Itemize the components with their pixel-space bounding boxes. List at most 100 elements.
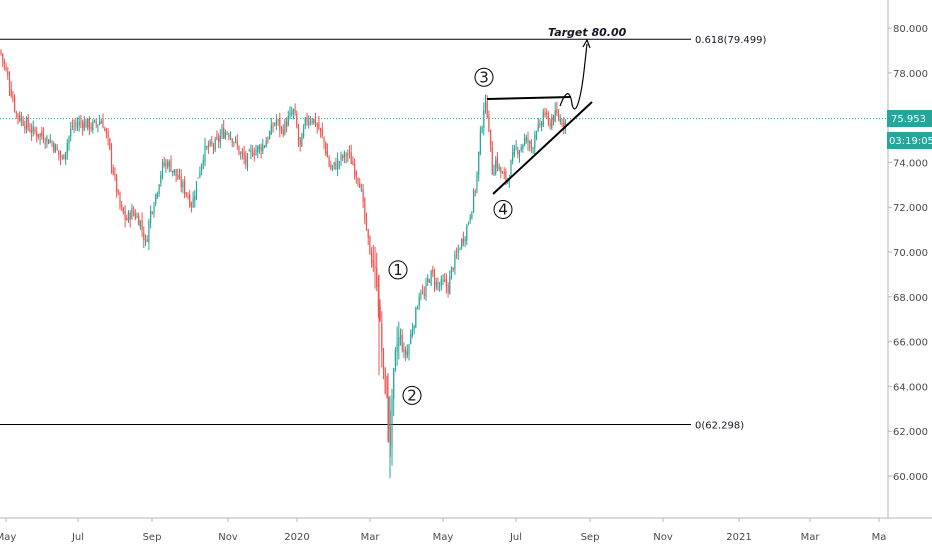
candle-up bbox=[157, 191, 158, 199]
fib-level-label: 0(62.298) bbox=[695, 421, 744, 432]
candle-down bbox=[167, 159, 168, 169]
candle-down bbox=[351, 145, 352, 164]
candle-down bbox=[82, 120, 83, 136]
candle-up bbox=[136, 212, 137, 218]
x-tick-label: Sep bbox=[143, 532, 162, 543]
wave-label-3: 3 bbox=[475, 68, 493, 86]
x-tick-label: 2021 bbox=[726, 532, 751, 543]
last-price-tag: 75.953 03:19:05 bbox=[887, 110, 932, 149]
candle-up bbox=[70, 122, 71, 142]
candle-down bbox=[359, 178, 360, 188]
candle-down bbox=[463, 232, 464, 247]
candle-down bbox=[12, 91, 13, 103]
candle-down bbox=[504, 167, 505, 179]
candle-down bbox=[4, 58, 5, 70]
candle-up bbox=[461, 238, 462, 250]
candle-down bbox=[354, 158, 355, 179]
y-tick-label: 68.000 bbox=[893, 293, 928, 304]
candle-down bbox=[102, 114, 103, 129]
candle-down bbox=[363, 184, 364, 208]
candle-up bbox=[512, 145, 513, 164]
candle-down bbox=[405, 346, 406, 361]
candle-up bbox=[97, 124, 98, 132]
y-tick-label: 62.000 bbox=[893, 427, 928, 438]
candle-up bbox=[257, 145, 258, 158]
candle-up bbox=[194, 190, 195, 207]
candle-up bbox=[153, 202, 154, 218]
candle-down bbox=[38, 134, 39, 140]
candle-up bbox=[94, 119, 95, 122]
candle-up bbox=[169, 159, 170, 172]
candle-down bbox=[373, 245, 374, 272]
x-tick-label: Jul bbox=[509, 532, 522, 543]
candle-up bbox=[533, 147, 534, 154]
candle-up bbox=[84, 116, 85, 131]
candle-down bbox=[244, 146, 245, 164]
candle-down bbox=[34, 126, 35, 134]
candle-down bbox=[142, 212, 143, 237]
candle-down bbox=[376, 253, 377, 292]
candle-down bbox=[517, 147, 518, 159]
wave-label-1: 1 bbox=[389, 261, 407, 279]
candle-up bbox=[51, 140, 52, 147]
candle-up bbox=[417, 305, 418, 309]
candle-up bbox=[301, 133, 302, 147]
candle-up bbox=[159, 184, 160, 197]
candle-up bbox=[68, 135, 69, 150]
candle-up bbox=[420, 289, 421, 300]
candle-up bbox=[221, 124, 222, 139]
candle-down bbox=[402, 329, 403, 353]
y-tick-label: 70.000 bbox=[893, 248, 928, 259]
candle-up bbox=[155, 194, 156, 207]
candle-up bbox=[499, 163, 500, 171]
candle-down bbox=[111, 143, 112, 174]
candle-up bbox=[334, 162, 335, 170]
candle-up bbox=[407, 344, 408, 358]
candle-down bbox=[24, 121, 25, 134]
candle-down bbox=[561, 119, 562, 127]
y-tick-label: 72.000 bbox=[893, 203, 928, 214]
candle-up bbox=[442, 274, 443, 285]
candle-up bbox=[471, 211, 472, 219]
candle-down bbox=[429, 279, 430, 283]
candle-up bbox=[225, 129, 226, 139]
candle-up bbox=[266, 137, 267, 147]
candle-down bbox=[125, 205, 126, 227]
y-tick-label: 80.000 bbox=[893, 24, 928, 35]
last-price-value: 75.953 bbox=[891, 114, 926, 125]
candle-down bbox=[320, 128, 321, 138]
candle-up bbox=[165, 159, 166, 173]
candle-down bbox=[385, 367, 386, 395]
candle-down bbox=[381, 311, 382, 367]
candle-up bbox=[340, 151, 341, 166]
candle-down bbox=[116, 174, 117, 198]
candle-up bbox=[536, 131, 537, 141]
wave-label-4: 4 bbox=[494, 200, 512, 218]
candle-up bbox=[92, 119, 93, 133]
candle-up bbox=[249, 148, 250, 151]
candle-up bbox=[400, 328, 401, 345]
candle-down bbox=[184, 176, 185, 198]
candle-down bbox=[135, 209, 136, 220]
candle-down bbox=[383, 348, 384, 379]
candle-up bbox=[332, 165, 333, 171]
candle-down bbox=[444, 273, 445, 282]
candle-down bbox=[89, 116, 90, 135]
candle-down bbox=[318, 116, 319, 130]
y-tick-label: 66.000 bbox=[893, 338, 928, 349]
candle-up bbox=[198, 177, 199, 178]
svg-text:2: 2 bbox=[407, 386, 417, 404]
candle-up bbox=[288, 111, 289, 127]
candle-down bbox=[113, 165, 114, 176]
candle-down bbox=[143, 226, 144, 248]
candle-up bbox=[495, 156, 496, 176]
candle-up bbox=[395, 347, 396, 372]
candle-up bbox=[526, 135, 527, 144]
candle-up bbox=[79, 116, 80, 132]
candle-up bbox=[259, 144, 260, 154]
candle-up bbox=[162, 159, 163, 180]
candle-down bbox=[48, 139, 49, 144]
candle-down bbox=[238, 145, 239, 155]
elliott-wave-labels: 12345 bbox=[389, 0, 599, 404]
